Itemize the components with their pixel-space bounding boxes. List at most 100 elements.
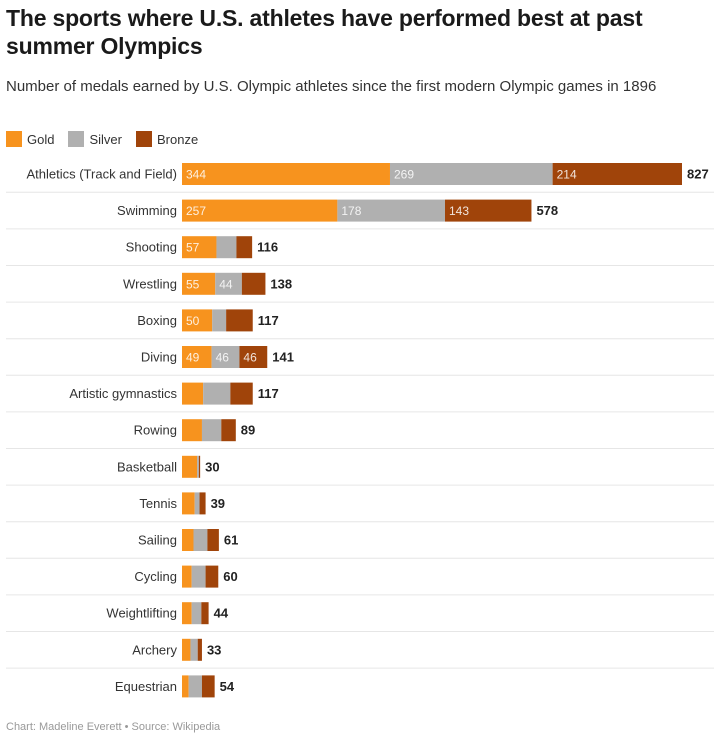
total-label: 30	[205, 459, 219, 474]
bar-segment-silver	[191, 602, 202, 625]
total-label: 141	[272, 350, 294, 365]
bar-segment-silver	[211, 346, 240, 368]
category-label: Boxing	[137, 313, 177, 328]
bar-data-label: 214	[557, 168, 577, 182]
legend-label-silver: Silver	[89, 131, 122, 147]
legend-item-silver: Silver	[68, 131, 122, 147]
bar-segment-silver	[188, 675, 202, 698]
bar-segment-silver	[203, 382, 231, 405]
bar-segment-gold	[182, 382, 204, 405]
bar-segment-bronze	[230, 382, 253, 405]
bar-data-label: 257	[186, 204, 206, 218]
total-label: 89	[241, 423, 255, 438]
total-label: 117	[258, 386, 279, 401]
category-label: Equestrian	[115, 679, 177, 694]
bar-data-label: 55	[186, 277, 200, 291]
category-label: Basketball	[117, 459, 177, 474]
bar-segment-gold	[182, 602, 192, 625]
bar-segment-bronze	[236, 236, 253, 259]
total-label: 44	[214, 606, 229, 621]
bar-segment-bronze	[239, 346, 268, 368]
bar-segment-bronze	[201, 675, 215, 698]
bar-data-label: 57	[186, 241, 200, 255]
category-label: Tennis	[139, 496, 177, 511]
bar-data-label: 269	[394, 168, 414, 182]
bar-segment-gold	[182, 529, 194, 551]
bar-segment-gold	[182, 199, 338, 222]
bar-segment-gold	[182, 309, 213, 332]
total-label: 578	[536, 203, 558, 218]
bar-data-label: 46	[243, 351, 257, 365]
bar-segment-gold	[182, 346, 212, 368]
bar-segment-silver	[389, 163, 553, 185]
bar-segment-bronze	[205, 565, 219, 588]
bar-segment-silver	[215, 272, 242, 295]
bar-segment-gold	[182, 638, 191, 661]
bar-segment-bronze	[197, 638, 202, 661]
total-label: 61	[224, 533, 238, 548]
bar-segment-silver	[197, 455, 199, 478]
category-label: Weightlifting	[106, 606, 177, 621]
bar-segment-bronze	[552, 163, 682, 185]
bar-segment-bronze	[201, 602, 209, 625]
category-label: Diving	[141, 350, 177, 365]
legend-swatch-bronze	[135, 131, 152, 147]
chart-subtitle: Number of medals earned by U.S. Olympic …	[6, 78, 657, 95]
total-label: 116	[257, 240, 278, 255]
bar-segment-gold	[182, 455, 198, 478]
bar-segment-gold	[182, 272, 216, 295]
bar-segment-silver	[191, 565, 206, 588]
bar-data-label: 344	[186, 168, 206, 182]
bar-segment-gold	[182, 236, 217, 259]
bar-segment-bronze	[226, 309, 253, 332]
bar-data-label: 46	[216, 351, 230, 365]
category-label: Artistic gymnastics	[69, 386, 177, 401]
legend-item-bronze: Bronze	[135, 131, 199, 147]
chart-source: Chart: Madeline Everett • Source: Wikipe…	[6, 721, 221, 733]
legend-swatch-silver	[68, 131, 85, 147]
bar-data-label: 44	[219, 277, 233, 291]
bar-data-label: 178	[341, 204, 361, 218]
legend-label-bronze: Bronze	[156, 131, 199, 147]
legend-label-gold: Gold	[27, 131, 55, 147]
total-label: 827	[687, 167, 709, 182]
bar-segment-gold	[182, 492, 195, 515]
bar-segment-silver	[193, 529, 208, 551]
total-label: 117	[258, 313, 279, 328]
bar-segment-bronze	[198, 455, 201, 478]
bar-data-label: 49	[186, 351, 200, 365]
bar-segment-silver	[212, 309, 227, 332]
category-label: Archery	[132, 642, 177, 657]
total-label: 39	[211, 496, 225, 511]
bar-data-label: 143	[449, 204, 469, 218]
legend: Gold Silver Bronze	[6, 130, 212, 148]
category-label: Wrestling	[123, 276, 177, 291]
bar-segment-silver	[194, 492, 200, 515]
chart-title: The sports where U.S. athletes have perf…	[6, 5, 643, 59]
bar-segment-gold	[182, 163, 390, 185]
bar-data-label: 50	[186, 314, 200, 328]
bar-segment-silver	[216, 236, 237, 259]
stacked-bar-chart: Athletics (Track and Field) 344 269 214 827 S…	[6, 163, 714, 698]
total-label: 138	[270, 276, 292, 291]
bar-segment-silver	[190, 638, 198, 661]
bar-segment-gold	[182, 675, 189, 698]
category-label: Athletics (Track and Field)	[26, 167, 177, 182]
bar-segment-gold	[182, 565, 192, 588]
bar-segment-silver	[337, 199, 445, 222]
total-label: 33	[207, 642, 221, 657]
total-label: 54	[220, 679, 235, 694]
bar-segment-bronze	[444, 199, 532, 222]
legend-swatch-gold	[6, 131, 22, 147]
category-label: Shooting	[126, 240, 177, 255]
bar-segment-gold	[182, 419, 202, 442]
bar-segment-bronze	[221, 419, 236, 442]
category-label: Sailing	[138, 533, 177, 548]
bar-segment-bronze	[207, 529, 219, 551]
total-label: 60	[223, 569, 237, 584]
category-label: Cycling	[134, 569, 177, 584]
bar-segment-silver	[201, 419, 222, 442]
bar-segment-bronze	[241, 272, 266, 295]
legend-item-gold: Gold	[6, 131, 54, 147]
